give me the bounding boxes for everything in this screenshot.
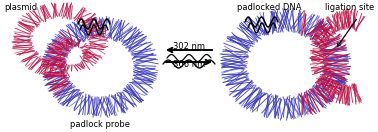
Text: 366 nm: 366 nm [173, 60, 205, 69]
Text: 302 nm: 302 nm [173, 42, 205, 51]
Text: padlock probe: padlock probe [70, 120, 130, 129]
Text: padlocked DNA: padlocked DNA [237, 3, 302, 12]
Text: plasmid: plasmid [4, 3, 37, 12]
Text: ligation site: ligation site [325, 3, 374, 12]
